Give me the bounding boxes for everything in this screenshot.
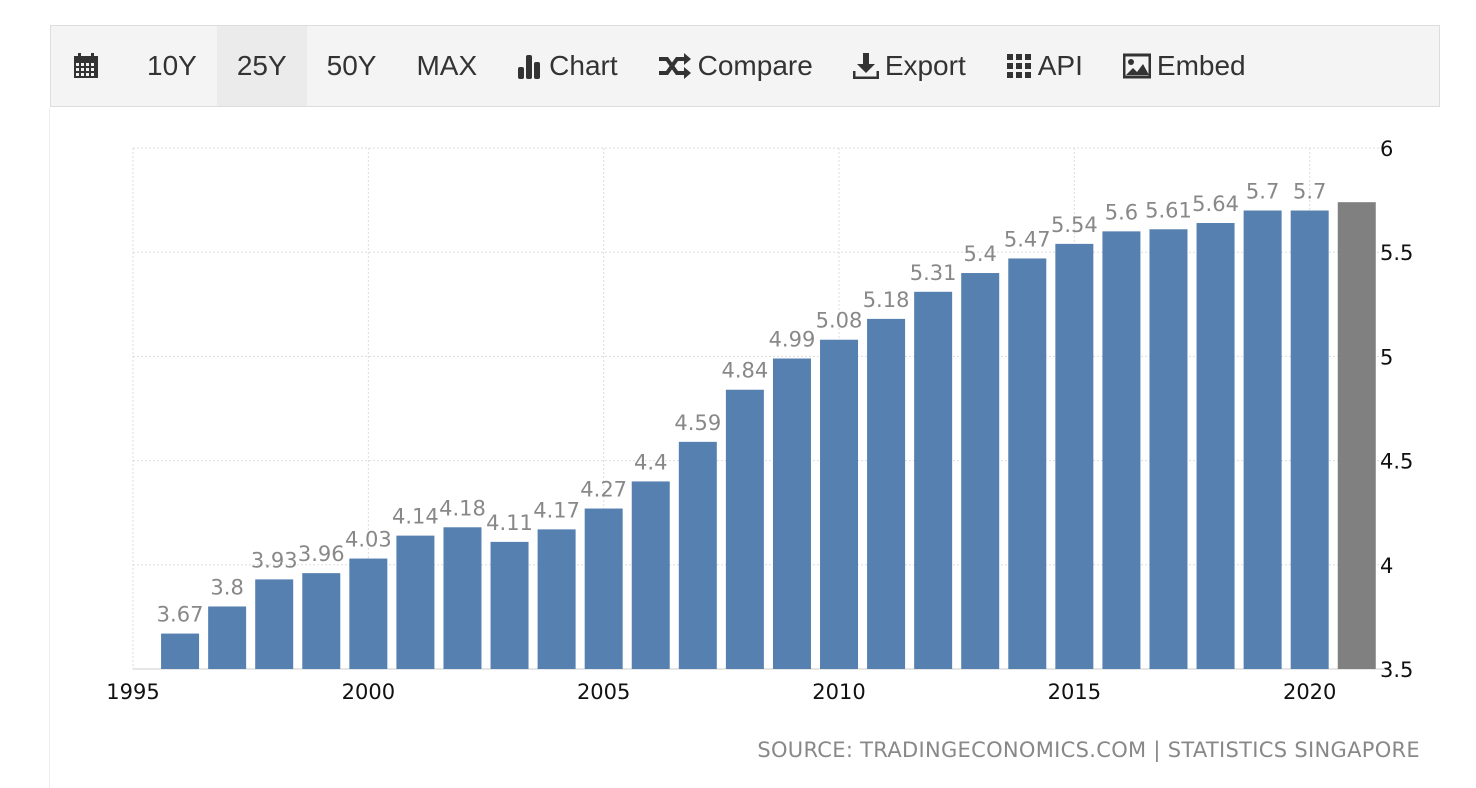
bar: [961, 273, 1000, 669]
bar: [914, 291, 953, 669]
y-tick-label: 5: [1380, 345, 1393, 369]
data-label: 5.31: [910, 261, 957, 285]
data-label: 5.54: [1051, 213, 1098, 237]
source-text: SOURCE: TRADINGECONOMICS.COM | STATISTIC…: [757, 738, 1420, 762]
grid-icon: [1006, 54, 1031, 78]
data-label: 5.64: [1192, 192, 1239, 216]
chart-label: Chart: [549, 50, 618, 81]
page-frame: [49, 108, 50, 788]
download-icon: [852, 53, 879, 79]
data-label: 4.27: [580, 478, 627, 502]
data-label: 3.93: [251, 548, 298, 572]
bar: [725, 389, 764, 669]
chart-button[interactable]: Chart: [497, 26, 637, 106]
y-tick-label: 6: [1380, 137, 1393, 161]
compare-label: Compare: [697, 50, 813, 81]
bar: [1243, 210, 1282, 669]
bar: [537, 529, 576, 669]
bar: [1055, 243, 1094, 669]
data-label: 4.4: [634, 450, 667, 474]
y-tick-label: 3.5: [1380, 658, 1413, 682]
data-label: 4.14: [392, 505, 439, 529]
data-label: 4.03: [345, 528, 392, 552]
data-label: 5.6: [1105, 200, 1138, 224]
range-25y[interactable]: 25Y: [216, 26, 307, 106]
range-10y[interactable]: 10Y: [147, 50, 197, 81]
bar: [161, 633, 200, 669]
data-label: 4.84: [721, 359, 768, 383]
toolbar: 10Y 25Y 50Y MAX Chart Compare Export API…: [50, 25, 1440, 107]
y-tick-label: 4.5: [1380, 450, 1413, 474]
calendar-button[interactable]: [51, 26, 127, 106]
embed-label: Embed: [1156, 50, 1246, 81]
bar: [302, 573, 341, 669]
image-icon: [1122, 53, 1151, 79]
bar: [1290, 210, 1329, 669]
compare-button[interactable]: Compare: [638, 26, 833, 106]
x-tick-label: 2010: [812, 680, 865, 704]
forecast-bar: [1337, 202, 1376, 669]
bar: [1149, 229, 1188, 669]
x-tick-label: 2000: [342, 680, 395, 704]
data-label: 5.61: [1145, 198, 1192, 222]
bar: [678, 441, 717, 669]
bar: [1196, 223, 1235, 670]
range-max[interactable]: MAX: [416, 50, 478, 81]
bar-chart-icon: [518, 55, 541, 79]
calendar-icon: [74, 53, 98, 78]
shuffle-icon: [658, 53, 691, 79]
data-label: 5.18: [863, 288, 910, 312]
x-tick-label: 1995: [106, 680, 159, 704]
data-label: 3.8: [210, 575, 243, 599]
bar: [584, 508, 623, 669]
x-tick-label: 2020: [1283, 680, 1336, 704]
bar: [631, 481, 670, 669]
bar: [820, 339, 859, 669]
x-tick-label: 2005: [577, 680, 630, 704]
y-tick-label: 5.5: [1380, 241, 1413, 265]
api-button[interactable]: API: [986, 26, 1103, 106]
range-50y[interactable]: 50Y: [326, 50, 377, 81]
bar: [255, 579, 294, 669]
y-tick-label: 4: [1380, 554, 1393, 578]
data-label: 4.18: [439, 496, 486, 520]
bar: [867, 318, 906, 669]
data-label: 4.11: [486, 511, 533, 535]
bar: [208, 606, 247, 669]
bar: [1102, 231, 1141, 670]
export-label: Export: [884, 50, 966, 81]
export-button[interactable]: Export: [833, 26, 986, 106]
bar: [443, 527, 482, 669]
data-label: 3.67: [157, 603, 204, 627]
bar: [1008, 258, 1047, 669]
data-label: 4.99: [769, 327, 816, 351]
api-label: API: [1037, 50, 1083, 81]
bar: [396, 535, 435, 669]
data-label: 3.96: [298, 542, 345, 566]
embed-button[interactable]: Embed: [1103, 26, 1266, 106]
data-label: 5.7: [1246, 180, 1279, 204]
data-label: 5.47: [1004, 227, 1051, 251]
data-label: 4.17: [533, 498, 580, 522]
bar: [490, 541, 529, 669]
data-label: 5.7: [1293, 180, 1326, 204]
data-label: 5.4: [964, 242, 997, 266]
bar: [349, 558, 388, 669]
x-tick-label: 2015: [1048, 680, 1101, 704]
data-label: 5.08: [816, 309, 863, 333]
bar: [772, 358, 811, 669]
data-label: 4.59: [674, 411, 721, 435]
